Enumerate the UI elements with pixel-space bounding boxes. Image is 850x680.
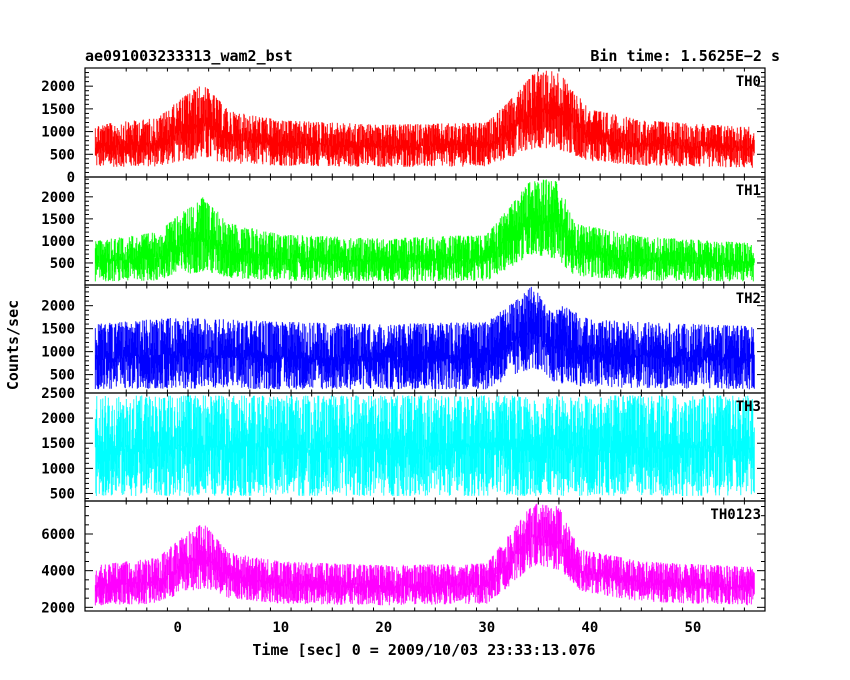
y-tick-label: 4000: [41, 564, 75, 580]
y-tick-label: 2000: [41, 411, 75, 427]
y-tick-label: 1500: [41, 102, 75, 118]
panel-name-label: TH0123: [710, 507, 761, 523]
x-tick-label: 50: [684, 620, 701, 636]
panel-name-label: TH1: [736, 183, 761, 199]
panel-frame: [84, 500, 766, 612]
series-th0: [94, 70, 755, 168]
y-tick-label: 2000: [41, 299, 75, 315]
panel-th2: 500 1000 1500 2000 TH2: [41, 284, 766, 394]
x-tick-labels: 0 10 20 30 40 50: [174, 620, 702, 636]
y-tick-label: 0: [67, 170, 75, 186]
panel-th0: 0 500 1000 1500 2000 TH0: [41, 67, 766, 186]
y-axis-label: Counts/sec: [4, 300, 22, 390]
panel-name-label: TH2: [736, 291, 761, 307]
x-tick-label: 10: [272, 620, 289, 636]
x-tick-label: 40: [581, 620, 598, 636]
y-tick-label: 1000: [41, 461, 75, 477]
y-tick-label: 6000: [41, 527, 75, 543]
x-tick-label: 20: [375, 620, 392, 636]
y-tick-label: 2500: [41, 386, 75, 402]
chart-title: ae091003233313_wam2_bst: [85, 47, 293, 65]
x-tick-label: 30: [478, 620, 495, 636]
y-tick-label: 500: [50, 256, 75, 272]
y-tick-label: 1500: [41, 322, 75, 338]
panel-th3: 500 1000 1500 2000 2500 TH3: [41, 386, 766, 502]
y-tick-label: 1000: [41, 345, 75, 361]
y-tick-label: 2000: [41, 600, 75, 616]
y-tick-label: 2000: [41, 190, 75, 206]
panel-th1: 500 1000 1500 2000 TH1: [41, 176, 766, 286]
bin-time-label: Bin time: 1.5625E−2 s: [590, 47, 780, 65]
panel-th0123: 2000 4000 6000 TH0123: [41, 500, 766, 616]
panel-name-label: TH3: [736, 399, 761, 415]
x-axis-label: Time [sec] 0 = 2009/10/03 23:33:13.076: [252, 641, 595, 659]
series-th0123: [94, 503, 755, 606]
y-tick-label: 1000: [41, 125, 75, 141]
y-tick-label: 500: [50, 486, 75, 502]
y-tick-label: 1500: [41, 212, 75, 228]
y-tick-label: 2000: [41, 79, 75, 95]
series-th2: [94, 286, 755, 390]
y-tick-label: 500: [50, 147, 75, 163]
y-tick-label: 1500: [41, 436, 75, 452]
series-th1: [94, 179, 755, 282]
panel-name-label: TH0: [736, 74, 761, 90]
series-th3: [94, 395, 755, 496]
x-tick-label: 0: [174, 620, 182, 636]
y-tick-label: 1000: [41, 234, 75, 250]
y-tick-label: 500: [50, 368, 75, 384]
